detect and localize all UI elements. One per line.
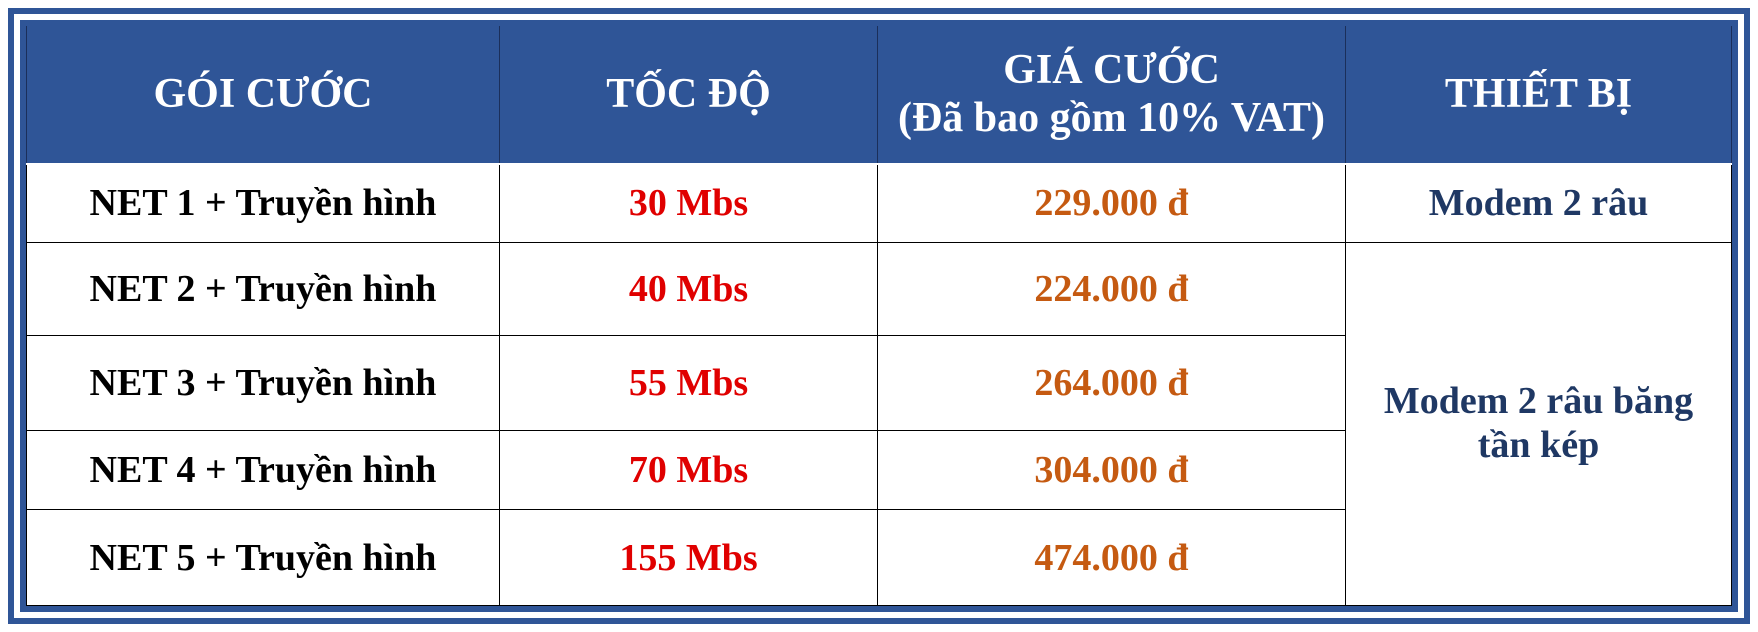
table-inner-border: GÓI CƯỚC TỐC ĐỘ GIÁ CƯỚC (Đã bao gồm 10%… — [20, 20, 1738, 612]
price-cell: 304.000 đ — [877, 429, 1346, 511]
header-price: GIÁ CƯỚC (Đã bao gồm 10% VAT) — [877, 26, 1346, 165]
table-row: NET 5 + Truyền hình 155 Mbs 474.000 đ — [26, 509, 1732, 606]
speed-cell: 40 Mbs — [499, 241, 878, 337]
header-device: THIẾT BỊ — [1345, 26, 1732, 165]
header-speed: TỐC ĐỘ — [499, 26, 878, 165]
header-row: GÓI CƯỚC TỐC ĐỘ GIÁ CƯỚC (Đã bao gồm 10%… — [26, 26, 1732, 165]
price-cell: 224.000 đ — [877, 241, 1346, 337]
price-cell: 264.000 đ — [877, 335, 1346, 431]
device-cell: Modem 2 râu — [1345, 163, 1732, 243]
price-cell: 229.000 đ — [877, 163, 1346, 243]
table-row: NET 3 + Truyền hình 55 Mbs 264.000 đ — [26, 335, 1732, 431]
table-row: NET 1 + Truyền hình 30 Mbs 229.000 đ Mod… — [26, 163, 1732, 243]
table-row: NET 2 + Truyền hình 40 Mbs 224.000 đ Mod… — [26, 241, 1732, 607]
package-cell: NET 5 + Truyền hình — [26, 509, 500, 606]
header-price-line2: (Đã bao gồm 10% VAT) — [897, 94, 1326, 141]
speed-cell: 30 Mbs — [499, 163, 878, 243]
table-row: NET 4 + Truyền hình 70 Mbs 304.000 đ — [26, 429, 1732, 511]
header-package: GÓI CƯỚC — [26, 26, 500, 165]
package-cell: NET 3 + Truyền hình — [26, 335, 500, 431]
header-price-line1: GIÁ CƯỚC — [1003, 47, 1220, 94]
speed-cell: 55 Mbs — [499, 335, 878, 431]
table-outer-border: GÓI CƯỚC TỐC ĐỘ GIÁ CƯỚC (Đã bao gồm 10%… — [8, 8, 1750, 624]
speed-cell: 70 Mbs — [499, 429, 878, 511]
package-cell: NET 2 + Truyền hình — [26, 241, 500, 337]
speed-cell: 155 Mbs — [499, 509, 878, 606]
device-line2: tần kép — [1477, 423, 1600, 466]
package-cell: NET 4 + Truyền hình — [26, 429, 500, 511]
pricing-table: GÓI CƯỚC TỐC ĐỘ GIÁ CƯỚC (Đã bao gồm 10%… — [26, 26, 1732, 607]
device-line1: Modem 2 râu băng — [1383, 380, 1694, 423]
device-cell-merged: Modem 2 râu băng tần kép — [1345, 241, 1732, 607]
package-cell: NET 1 + Truyền hình — [26, 163, 500, 243]
price-cell: 474.000 đ — [877, 509, 1346, 606]
